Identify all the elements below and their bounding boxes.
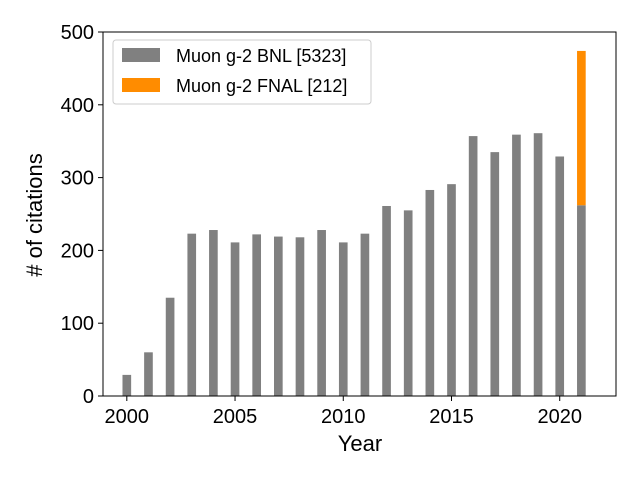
legend-swatch-fnal: [122, 78, 160, 92]
bars-layer: [122, 50, 586, 396]
bar-bnl-2000: [122, 374, 132, 396]
legend-label-bnl: Muon g-2 BNL [5323]: [176, 46, 346, 66]
bar-bnl-2018: [512, 134, 521, 396]
y-tick-label-200: 200: [61, 240, 94, 262]
bar-bnl-2013: [403, 210, 413, 396]
x-tick-label-2015: 2015: [429, 406, 474, 428]
bar-bnl-2021: [577, 205, 586, 396]
x-tick-label-2005: 2005: [213, 406, 258, 428]
y-tick-label-400: 400: [61, 95, 94, 117]
bar-bnl-2015: [447, 184, 456, 396]
legend-label-fnal: Muon g-2 FNAL [212]: [176, 76, 347, 96]
x-tick-label-2010: 2010: [321, 406, 366, 428]
legend-swatch-bnl: [122, 48, 160, 62]
bar-bnl-2020: [555, 156, 565, 396]
bar-bnl-2002: [165, 297, 175, 396]
bar-bnl-2001: [144, 352, 153, 396]
y-tick-label-500: 500: [61, 22, 94, 44]
y-tick-label-100: 100: [61, 313, 94, 335]
bar-fnal-2021: [577, 50, 586, 206]
bar-bnl-2016: [468, 136, 478, 396]
x-axis-label: Year: [338, 431, 382, 456]
bar-bnl-2008: [295, 237, 305, 396]
x-tick-label-2020: 2020: [537, 406, 582, 428]
legend-frame: [112, 39, 372, 105]
bar-bnl-2009: [317, 230, 326, 396]
bar-bnl-2010: [338, 242, 348, 396]
bar-bnl-2003: [187, 233, 197, 396]
y-axis-label: # of citations: [22, 153, 47, 277]
bar-bnl-2006: [252, 234, 262, 396]
bar-bnl-2007: [274, 236, 283, 396]
bar-bnl-2011: [360, 233, 370, 396]
axes-layer: 2000 2005 2010 2015 2020 0 100 200 300 400 500: [61, 22, 617, 428]
x-tick-label-2000: 2000: [105, 406, 150, 428]
bar-bnl-2004: [209, 230, 218, 396]
bar-bnl-2014: [425, 189, 435, 396]
y-tick-label-0: 0: [83, 386, 94, 408]
bar-bnl-2012: [382, 205, 391, 396]
legend: Muon g-2 BNL [5323] Muon g-2 FNAL [212]: [112, 39, 372, 105]
bar-bnl-2017: [490, 152, 500, 396]
bar-bnl-2005: [230, 242, 240, 396]
plot-frame: [102, 31, 617, 397]
y-tick-label-300: 300: [61, 168, 94, 190]
bar-bnl-2019: [533, 133, 543, 396]
